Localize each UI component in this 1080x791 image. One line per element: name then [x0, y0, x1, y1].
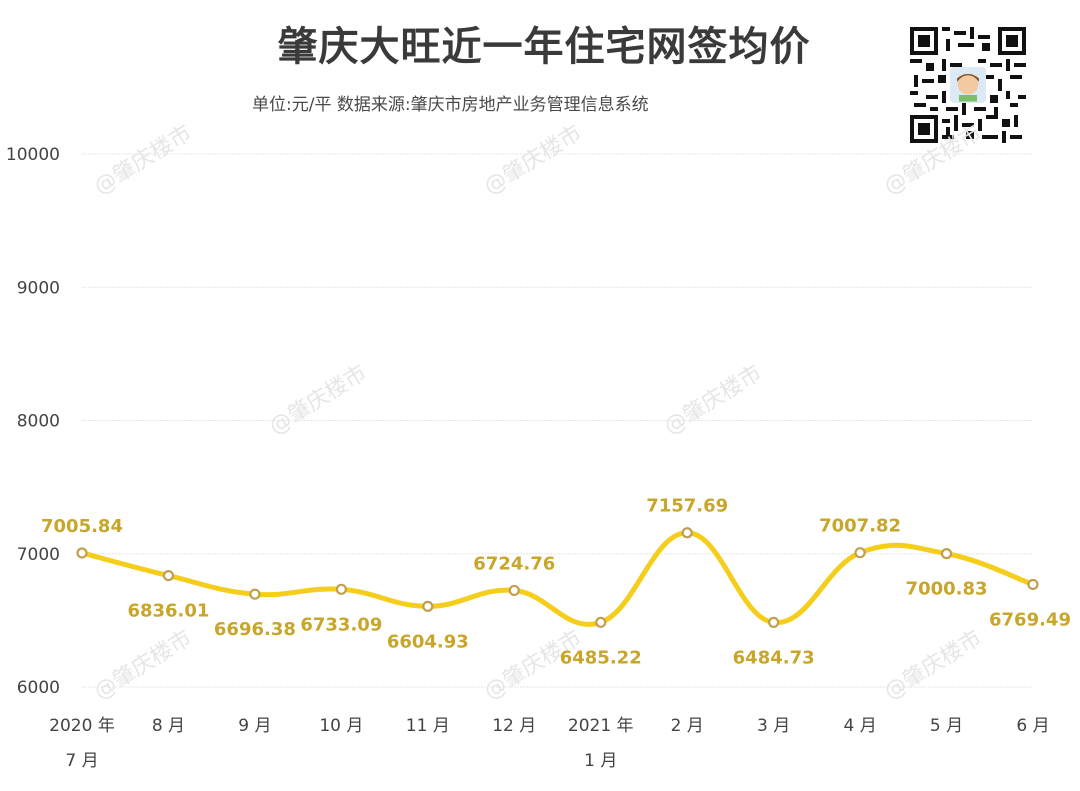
data-point-marker	[681, 527, 693, 539]
x-tick-label: 11 月	[406, 716, 450, 736]
x-tick-label: 1 月	[584, 751, 617, 771]
x-tick-label: 4 月	[843, 716, 876, 736]
watermark-text: @肇庆楼市	[660, 361, 767, 441]
data-point-marker	[162, 570, 175, 582]
y-tick-label: 10000	[6, 145, 60, 165]
watermark-text: @肇庆楼市	[265, 361, 372, 441]
y-axis: 10000 9000 8000 7000 6000	[6, 145, 60, 698]
x-tick-label: 5 月	[930, 716, 963, 736]
data-point-marker	[854, 547, 866, 559]
watermark-text: @肇庆楼市	[880, 626, 987, 706]
watermark-text: @肇庆楼市	[90, 121, 197, 201]
data-point-marker	[768, 616, 780, 629]
x-axis: 2020 年 7 月 8 月 9 月 10 月 11 月 12 月 2021 年 1 月 2 月 3…	[49, 716, 1049, 771]
x-tick-label: 9 月	[238, 716, 271, 736]
x-tick-label: 2021 年	[568, 716, 634, 736]
data-point-marker	[422, 600, 434, 612]
data-label: 6769.49	[989, 609, 1071, 630]
data-point-marker	[508, 584, 520, 597]
watermark-text: @肇庆楼市	[880, 121, 987, 201]
data-point-marker	[76, 547, 88, 559]
data-point-marker	[595, 616, 607, 628]
data-label: 6696.38	[214, 619, 296, 640]
data-label: 7007.82	[819, 516, 901, 537]
data-point-marker	[335, 583, 347, 595]
data-label: 7005.84	[41, 516, 123, 537]
gridlines	[82, 153, 1033, 688]
y-tick-label: 6000	[17, 678, 60, 698]
data-markers	[76, 527, 1039, 629]
data-label: 6484.73	[733, 647, 815, 668]
data-label: 6724.76	[473, 553, 555, 574]
data-label: 6604.93	[387, 631, 469, 652]
data-label: 6733.09	[300, 614, 382, 635]
chart-subtitle: 单位:元/平 数据来源:肇庆市房地产业务管理信息系统	[252, 95, 649, 115]
x-tick-label: 7 月	[65, 751, 98, 771]
watermark-text: @肇庆楼市	[480, 121, 587, 201]
x-tick-label: 2 月	[671, 716, 704, 736]
y-tick-label: 8000	[17, 412, 60, 432]
data-point-marker	[940, 548, 953, 560]
data-label: 6485.22	[560, 647, 642, 668]
x-tick-label: 3 月	[757, 716, 790, 736]
x-tick-label: 8 月	[152, 716, 185, 736]
data-point-marker	[1027, 578, 1039, 591]
x-tick-label: 10 月	[319, 716, 363, 736]
y-tick-label: 9000	[17, 278, 60, 298]
watermarks: @肇庆楼市 @肇庆楼市 @肇庆楼市@肇庆楼市 @肇庆楼市@肇庆楼市 @肇庆楼市 @肇庆楼市	[90, 121, 987, 706]
series-line	[79, 530, 1036, 627]
data-label: 7157.69	[646, 496, 728, 517]
qr-code-icon	[910, 27, 1026, 143]
data-point-marker	[249, 588, 261, 600]
y-tick-label: 7000	[17, 545, 60, 565]
x-tick-label: 2020 年	[49, 716, 115, 736]
data-label: 7000.83	[906, 579, 988, 600]
chart-title: 肇庆大旺近一年住宅网签均价	[277, 24, 811, 70]
data-label: 6836.01	[127, 601, 209, 622]
x-tick-label: 12 月	[492, 716, 536, 736]
watermark-text: @肇庆楼市	[90, 626, 197, 706]
x-tick-label: 6 月	[1016, 716, 1049, 736]
